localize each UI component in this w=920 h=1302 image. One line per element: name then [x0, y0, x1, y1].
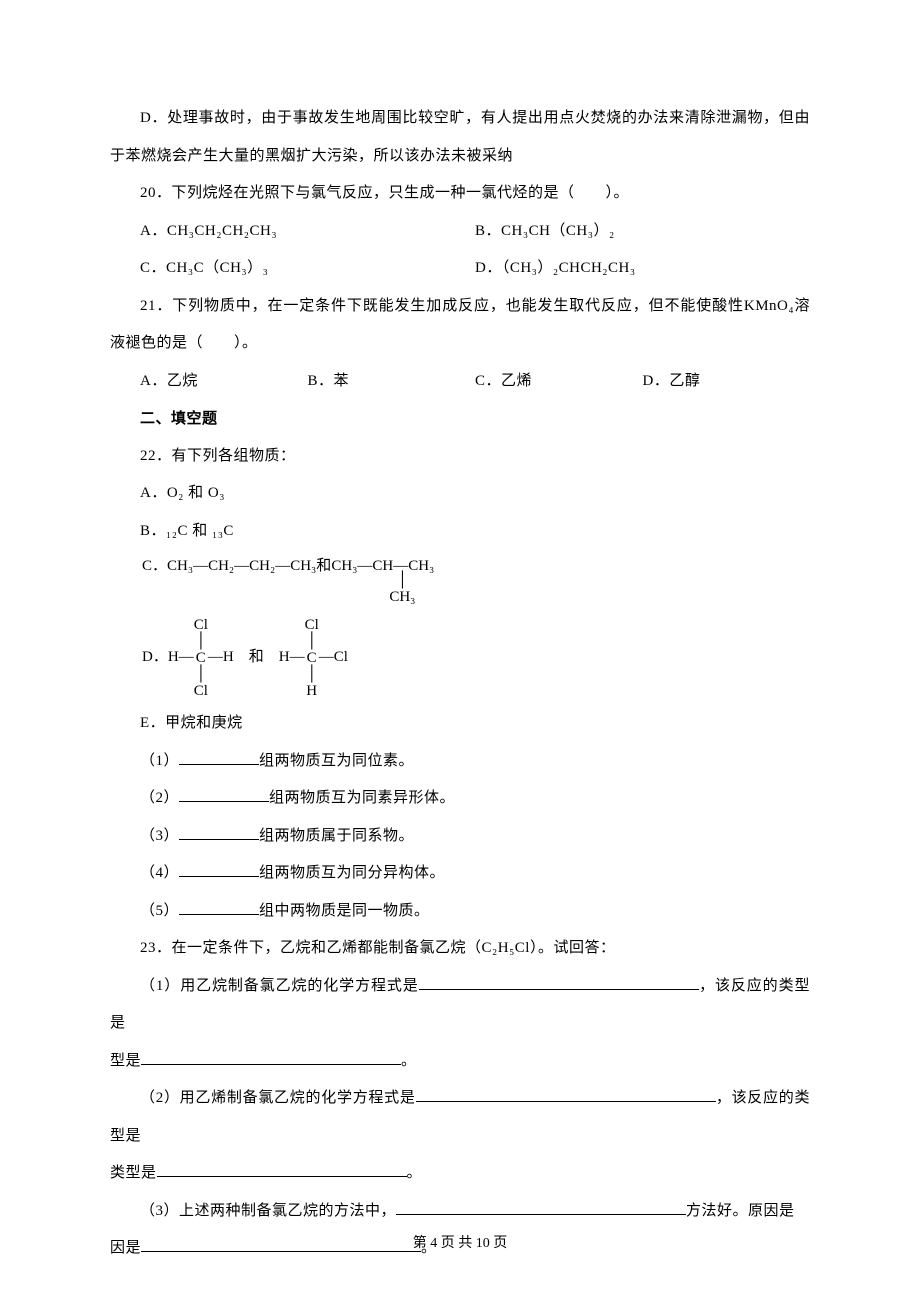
blank [179, 861, 259, 877]
q22-c: C． CH₃—CH₂—CH₂—CH₃ 和 CH₃—CH—CH₃ │ CH₃ [110, 556, 810, 577]
q22-c-chain2: CH₃—CH—CH₃ [331, 558, 434, 574]
q21-stem: 21．下列物质中，在一定条件下既能发生加成反应，也能发生取代反应，但不能使酸性K… [110, 288, 810, 363]
blank [179, 749, 259, 765]
q22-c-prefix: C． [142, 557, 167, 577]
q21-c: C．乙烯 [475, 363, 643, 401]
q20-b: B．CH₃CH（CH₃）₂ [475, 213, 810, 251]
page-footer: 第 4 页 共 10 页 [0, 1232, 920, 1252]
blank [419, 974, 699, 990]
page: D．处理事故时，由于事故发生地周围比较空旷，有人提出用点火焚烧的办法来清除泄漏物… [0, 0, 920, 1302]
q22-p2: （2）组两物质互为同素异形体。 [110, 780, 810, 818]
q22-c-sub: CH₃ [389, 589, 415, 605]
q23-p1b: 型是。 [110, 1043, 810, 1081]
q22-c-chain1: CH₃—CH₂—CH₂—CH₃ [167, 557, 316, 577]
q20-row2: C．CH₃C（CH₃）₃ D．（CH₃）₂CHCH₂CH₃ [110, 250, 810, 288]
q20-c: C．CH₃C（CH₃）₃ [140, 250, 475, 288]
q22-c-bar: │ [397, 572, 408, 588]
blank [157, 1161, 407, 1177]
q20-row1: A．CH₃CH₂CH₂CH₃ B．CH₃CH（CH₃）₂ [110, 213, 810, 251]
q22-p3: （3）组两物质属于同系物。 [110, 818, 810, 856]
q22-p4: （4）组两物质互为同分异构体。 [110, 855, 810, 893]
q22-d-struct1: H— Cl │ C │ Cl —H [168, 617, 234, 700]
q22-p5: （5）组中两物质是同一物质。 [110, 893, 810, 931]
q20-d: D．（CH₃）₂CHCH₂CH₃ [475, 250, 810, 288]
q21-b: B．苯 [308, 363, 476, 401]
q23-p2: （2）用乙烯制备氯乙烷的化学方程式是，该反应的类型是 [110, 1080, 810, 1155]
q23-p1: （1）用乙烷制备氯乙烷的化学方程式是，该反应的类型是 [110, 968, 810, 1043]
q21-a: A．乙烷 [140, 363, 308, 401]
q23-p3: （3）上述两种制备氯乙烷的方法中，方法好。原因是 [110, 1193, 810, 1231]
q23-stem: 23．在一定条件下，乙烷和乙烯都能制备氯乙烷（C₂H₅Cl）。试回答： [110, 930, 810, 968]
q20-a: A．CH₃CH₂CH₂CH₃ [140, 213, 475, 251]
blank [141, 1049, 401, 1065]
q22-e: E．甲烷和庚烷 [110, 705, 810, 743]
q22-c-mid: 和 [316, 557, 331, 577]
q22-a: A．O₂ 和 O₃ [110, 475, 810, 513]
blank [179, 824, 259, 840]
q23-p2b: 类型是。 [110, 1155, 810, 1193]
blank [396, 1199, 686, 1215]
q21-d: D．乙醇 [643, 363, 811, 401]
section-2-title: 二、填空题 [110, 400, 810, 438]
q22-p1: （1）组两物质互为同位素。 [110, 743, 810, 781]
q21-options: A．乙烷 B．苯 C．乙烯 D．乙醇 [110, 363, 810, 401]
q22-d-mid: 和 [234, 648, 279, 668]
q22-stem: 22．有下列各组物质： [110, 438, 810, 476]
q19-option-d: D．处理事故时，由于事故发生地周围比较空旷，有人提出用点火焚烧的办法来清除泄漏物… [110, 100, 810, 175]
q22-b: B．₁₂C 和 ₁₃C [110, 513, 810, 551]
blank [179, 786, 269, 802]
q20-stem: 20．下列烷烃在光照下与氯气反应，只生成一种一氯代烃的是（ ）。 [110, 175, 810, 213]
q22-d-prefix: D． [142, 648, 168, 668]
q22-d-struct2: H— Cl │ C │ H —Cl [279, 617, 348, 700]
blank [179, 899, 259, 915]
blank [416, 1086, 716, 1102]
q22-d: D． H— Cl │ C │ Cl —H 和 H— Cl │ C │ H —Cl [110, 617, 810, 700]
